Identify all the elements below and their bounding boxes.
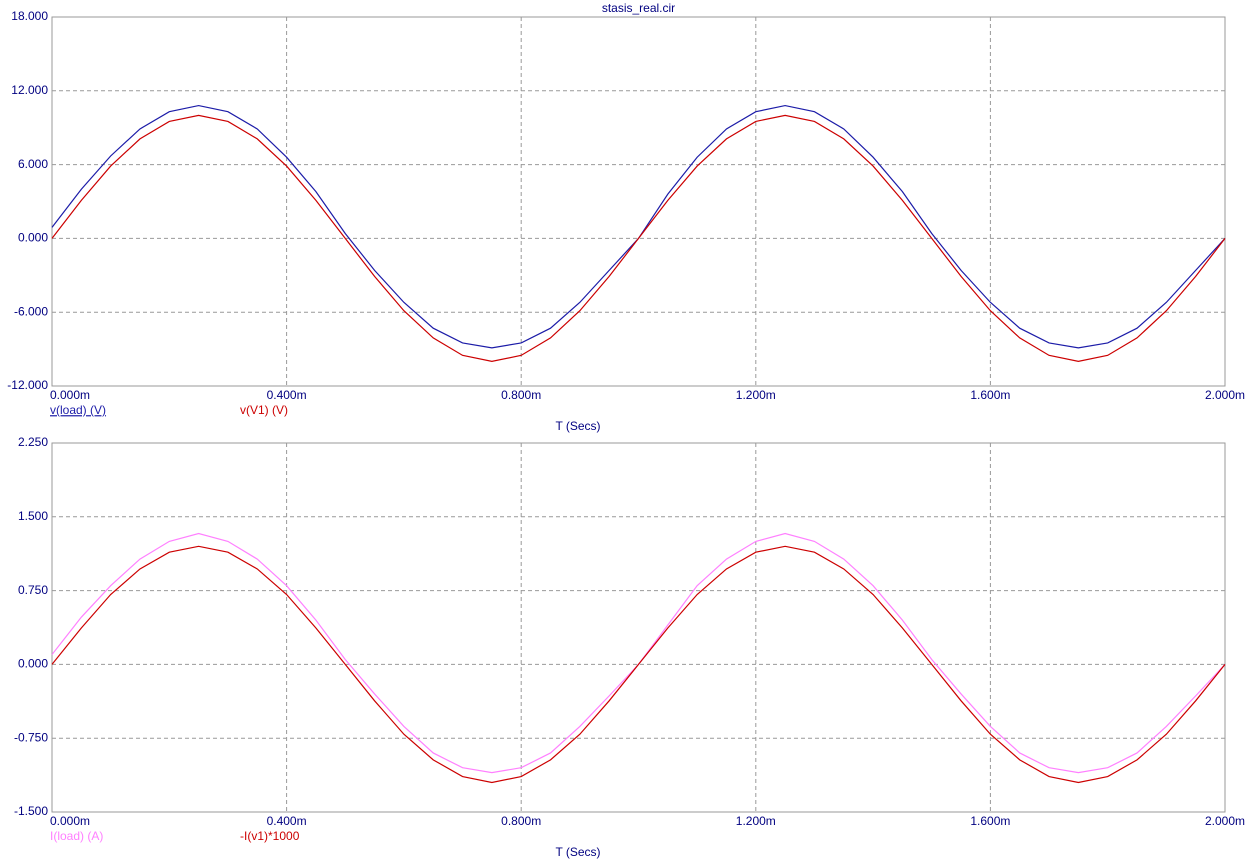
series-line xyxy=(51,532,1226,774)
x-tick-label: 0.400m xyxy=(267,388,307,402)
y-tick-label: -1.500 xyxy=(14,804,48,818)
plot-frame xyxy=(51,442,1226,813)
y-tick-label: -12.000 xyxy=(7,378,48,392)
plot-frame xyxy=(51,16,1226,387)
x-axis-label: T (Secs) xyxy=(555,419,600,433)
legend-entry: -I(v1)*1000 xyxy=(240,829,300,843)
x-tick-label: 1.200m xyxy=(736,388,776,402)
legend-entry: v(load) (V) xyxy=(50,403,106,417)
x-axis-label: T (Secs) xyxy=(555,845,600,859)
chart-title: stasis_real.cir xyxy=(602,1,675,15)
y-tick-label: 12.000 xyxy=(11,83,48,97)
y-tick-label: 0.750 xyxy=(18,583,48,597)
y-tick-label: 0.000 xyxy=(18,231,48,245)
x-tick-label: 0.000m xyxy=(50,388,90,402)
legend-entry: I(load) (A) xyxy=(50,829,103,843)
x-tick-label: 0.400m xyxy=(267,814,307,828)
y-tick-label: 0.000 xyxy=(18,657,48,671)
y-tick-label: 1.500 xyxy=(18,509,48,523)
y-tick-label: -0.750 xyxy=(14,730,48,744)
series-line xyxy=(51,114,1226,363)
x-tick-label: 2.000m xyxy=(1205,814,1245,828)
x-tick-label: 0.800m xyxy=(501,814,541,828)
y-tick-label: -6.000 xyxy=(14,304,48,318)
y-tick-label: 18.000 xyxy=(11,9,48,23)
x-tick-label: 0.800m xyxy=(501,388,541,402)
x-tick-label: 2.000m xyxy=(1205,388,1245,402)
series-line xyxy=(51,545,1226,784)
x-tick-label: 0.000m xyxy=(50,814,90,828)
x-tick-label: 1.200m xyxy=(736,814,776,828)
series-line xyxy=(51,104,1226,349)
x-tick-label: 1.600m xyxy=(970,388,1010,402)
y-tick-label: 6.000 xyxy=(18,157,48,171)
y-tick-label: 2.250 xyxy=(18,435,48,449)
x-tick-label: 1.600m xyxy=(970,814,1010,828)
legend-entry: v(V1) (V) xyxy=(240,403,288,417)
